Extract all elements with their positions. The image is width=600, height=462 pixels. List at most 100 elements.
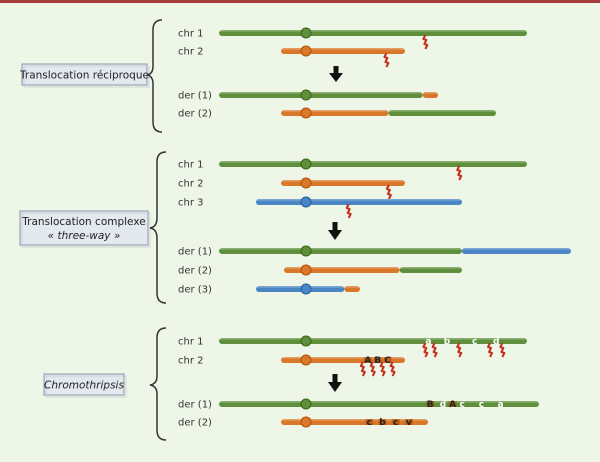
brace-reciprocal [146, 19, 163, 133]
breakpoint-icon [456, 165, 463, 181]
chromosome-label: der (2) [178, 418, 212, 429]
chromosome-row: der (1) [178, 245, 571, 258]
fragment-label: B [374, 356, 381, 366]
chromosome-label: der (2) [178, 266, 212, 277]
fragment-label: B [427, 400, 434, 410]
chromosome-row: der (2) c b c v [178, 416, 428, 429]
chromosome-row: chr 1 [178, 158, 527, 181]
breakpoint-icon [379, 361, 386, 377]
fragment-highlight [378, 419, 387, 425]
centromere [300, 335, 312, 347]
chromosome-row: der (2) [178, 107, 496, 120]
breakpoint-icon [359, 361, 366, 377]
chromosome-segment [219, 30, 527, 36]
chromosome-label: chr 2 [178, 179, 204, 190]
chromosome-segment [461, 248, 571, 254]
breakpoint-icon [385, 184, 392, 200]
segment-highlight [344, 286, 360, 288]
fragment-label: c [479, 400, 484, 410]
chromosome-segment [256, 286, 345, 292]
breakpoint-icon [383, 52, 390, 68]
chromosome-label: chr 1 [178, 160, 204, 171]
chromosome-segment [388, 110, 496, 116]
centromere [300, 354, 312, 366]
centromere [300, 177, 312, 189]
centromere [300, 264, 312, 276]
chromosome-segment [344, 286, 360, 292]
chromosome-segment [281, 180, 405, 186]
fragment-label: b [379, 418, 386, 428]
centromere [300, 107, 312, 119]
arrow-down-icon [329, 66, 343, 82]
brace-complex [149, 151, 167, 304]
fragment-label: a [425, 337, 431, 347]
centromere [300, 158, 312, 170]
chromosome-segment [219, 401, 539, 407]
segment-highlight [219, 30, 527, 32]
centromere [300, 245, 312, 257]
segment-highlight [256, 199, 462, 201]
fragment-highlight [426, 401, 435, 407]
chromosome-label: chr 3 [178, 198, 204, 209]
segment-highlight [281, 180, 405, 182]
chromosome-segment [399, 267, 462, 273]
fragment-label: a [498, 400, 504, 410]
breakpoint-icon [422, 342, 429, 358]
chromosome-label: der (1) [178, 400, 212, 411]
panel-subtitle-complex: « three-way » [48, 230, 121, 242]
fragment-highlight [365, 419, 374, 425]
chromosome-row: der (1) [178, 89, 438, 102]
fragment-label: A [449, 400, 456, 410]
fragment-label: c [472, 337, 477, 347]
fragment-label: v [406, 418, 412, 428]
arrow-down-icon [328, 374, 342, 392]
segment-highlight [388, 110, 496, 112]
breakpoint-icon [389, 361, 396, 377]
fragment-highlight [363, 357, 372, 363]
segment-highlight [461, 248, 571, 250]
segment-highlight [281, 419, 428, 421]
fragment-label: C [384, 356, 391, 366]
segment-highlight [399, 267, 462, 269]
chromosome-row: chr 3 [178, 196, 462, 219]
chromosome-label: der (2) [178, 109, 212, 120]
chromosome-label: der (1) [178, 247, 212, 258]
chromosome-label: chr 1 [178, 29, 204, 40]
segment-highlight [219, 338, 527, 340]
chromosome-segment [219, 161, 527, 167]
fragment-label: c [367, 418, 372, 428]
breakpoint-icon [487, 342, 494, 358]
segment-highlight [281, 110, 389, 112]
segment-highlight [219, 401, 539, 403]
chromosome-label: der (1) [178, 91, 212, 102]
chromosome-row: chr 2 [178, 177, 405, 200]
chromosome-label: der (3) [178, 285, 212, 296]
chromosome-row: chr 1 [178, 27, 527, 50]
arrow-down-icon [328, 222, 342, 240]
centromere [300, 196, 312, 208]
centromere [300, 398, 312, 410]
top-bar [0, 0, 600, 3]
chromosome-label: chr 2 [178, 47, 204, 58]
chromosome-row: chr 2 [178, 45, 405, 68]
centromere [300, 283, 312, 295]
chromosome-label: chr 1 [178, 337, 204, 348]
fragment-highlight [404, 419, 413, 425]
brace-chromothripsis [149, 327, 167, 441]
fragment-highlight [373, 357, 382, 363]
chromosome-segment [219, 338, 527, 344]
breakpoint-icon [431, 342, 438, 358]
panel-box-reciprocal: Translocation réciproque [19, 63, 150, 88]
chromosome-label: chr 2 [178, 356, 204, 367]
segment-highlight [219, 92, 423, 94]
chromosome-segment [284, 267, 400, 273]
chromosome-segment [281, 419, 428, 425]
fragment-highlight [391, 419, 400, 425]
segment-highlight [422, 92, 438, 94]
segment-highlight [281, 357, 405, 359]
fragment-label: c [460, 400, 465, 410]
segment-highlight [219, 248, 462, 250]
